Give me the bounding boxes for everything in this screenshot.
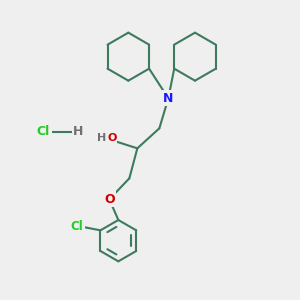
Text: Cl: Cl: [37, 125, 50, 138]
Text: O: O: [107, 133, 117, 143]
Text: N: N: [163, 92, 173, 105]
Text: H: H: [97, 133, 106, 143]
Text: H: H: [73, 125, 83, 138]
Text: Cl: Cl: [71, 220, 83, 233]
Text: O: O: [104, 193, 115, 206]
